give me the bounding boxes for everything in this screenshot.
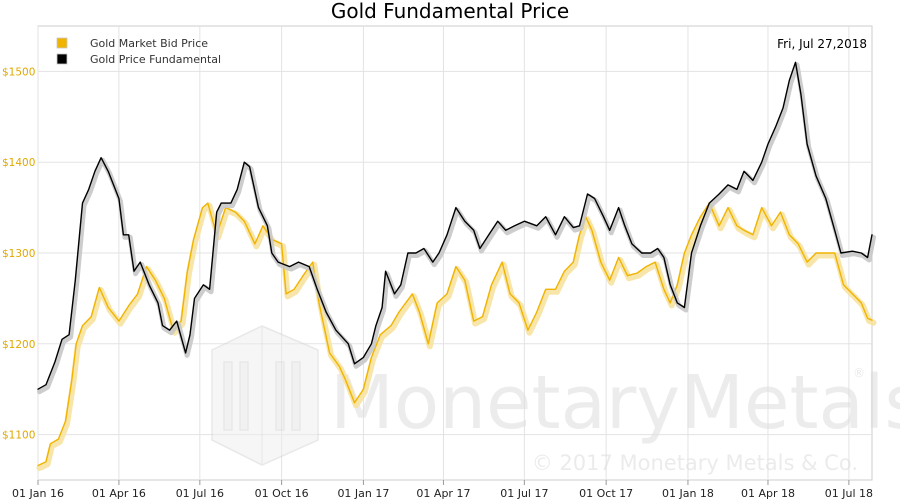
- series-shadow-fundamental: [37, 62, 876, 395]
- grid-lines: [37, 26, 872, 480]
- watermark-registered-mark: ®: [853, 366, 865, 380]
- legend-swatch-fundamental: [56, 53, 68, 65]
- x-tick-label: 01 Jan 18: [662, 487, 714, 500]
- legend-item-market-bid: Gold Market Bid Price: [56, 37, 208, 50]
- x-tick-label: 01 Jul 18: [825, 487, 873, 500]
- y-tick-label: $1400: [2, 157, 35, 169]
- y-tick-label: $1100: [2, 430, 35, 442]
- chart-title: Gold Fundamental Price: [331, 0, 569, 23]
- y-tick-label: $1300: [2, 248, 35, 260]
- x-tick-label: 01 Apr 18: [741, 487, 795, 500]
- date-label: Fri, Jul 27,2018: [777, 37, 867, 51]
- x-tick-label: 01 Oct 17: [579, 487, 633, 500]
- watermark-logo-icon: [211, 325, 319, 466]
- x-tick-label: 01 Jan 17: [337, 487, 389, 500]
- series-layer: [36, 61, 877, 471]
- legend-item-fundamental: Gold Price Fundamental: [56, 53, 221, 66]
- legend-label-market-bid: Gold Market Bid Price: [90, 37, 208, 50]
- x-tick-label: 01 Jul 16: [176, 487, 224, 500]
- series-line-fundamental: [37, 61, 873, 390]
- x-axis-ticks: 01 Jan 16 01 Apr 16 01 Jul 16 01 Oct 16 01 J…: [12, 480, 873, 500]
- series-line-market-bid: [37, 202, 873, 467]
- watermark-brand: MonetaryMetals: [330, 360, 900, 446]
- legend-swatch-market-bid: [56, 37, 68, 49]
- x-tick-label: 01 Oct 16: [255, 487, 309, 500]
- watermark-copyright: © 2017 Monetary Metals & Co.: [532, 451, 858, 475]
- x-tick-label: 01 Jan 16: [12, 487, 64, 500]
- y-tick-label: $1200: [2, 339, 35, 351]
- y-axis-ticks: $1100 $1200 $1300 $1400 $1500: [2, 66, 35, 441]
- x-tick-label: 01 Jul 17: [500, 487, 548, 500]
- legend: Gold Market Bid Price Gold Price Fundame…: [56, 37, 221, 66]
- x-tick-label: 01 Apr 16: [92, 487, 146, 500]
- legend-label-fundamental: Gold Price Fundamental: [90, 53, 221, 66]
- y-tick-label: $1500: [2, 66, 35, 78]
- x-tick-label: 01 Apr 17: [416, 487, 470, 500]
- watermark: MonetaryMetals ® © 2017 Monetary Metals …: [211, 325, 900, 475]
